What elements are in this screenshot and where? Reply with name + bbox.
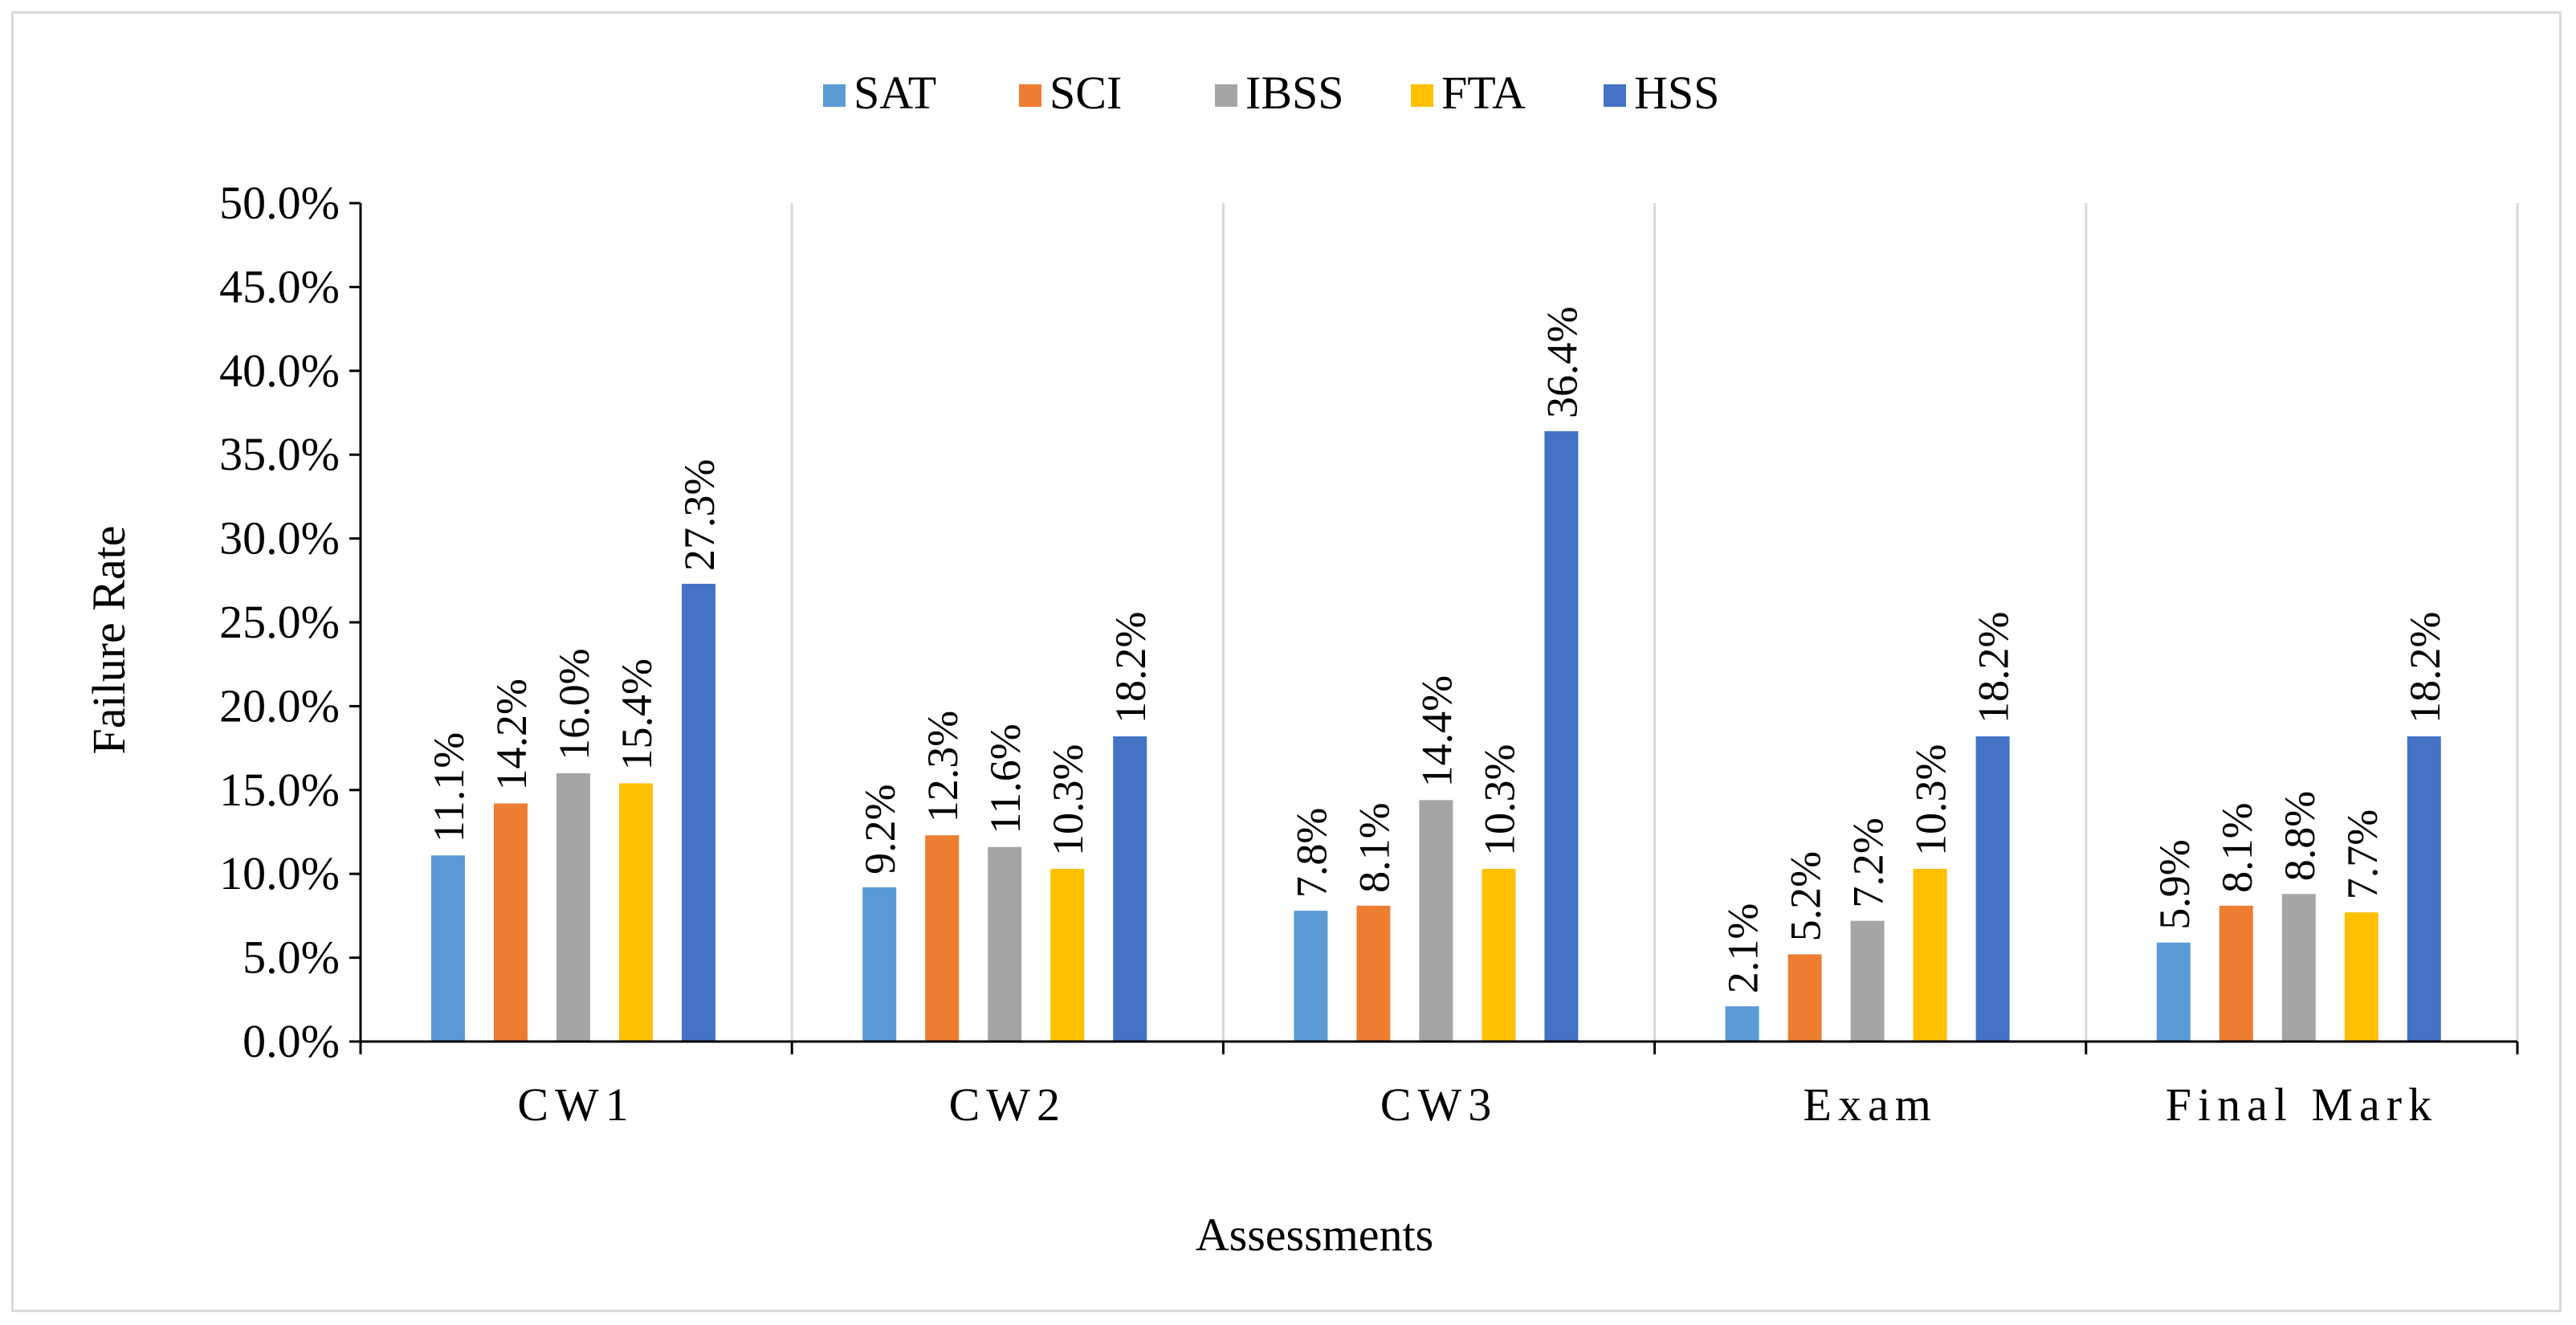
- bar-ibss-cw1: [556, 773, 590, 1042]
- legend-label-fta: FTA: [1441, 67, 1526, 119]
- bar-sci-exam: [1787, 954, 1822, 1042]
- bar-ibss-final-mark: [2281, 894, 2316, 1042]
- bar-fta-exam: [1913, 868, 1947, 1042]
- data-label: 10.3%: [1044, 744, 1092, 855]
- y-axis-title: Failure Rate: [83, 525, 135, 754]
- data-label: 16.0%: [550, 648, 598, 760]
- x-category-label: Exam: [1804, 1078, 1938, 1131]
- data-label: 14.4%: [1412, 675, 1461, 787]
- bar-sat-exam: [1725, 1006, 1759, 1042]
- data-label: 18.2%: [2401, 611, 2449, 723]
- x-category-label: Final Mark: [2166, 1078, 2438, 1131]
- data-label: 2.1%: [1719, 903, 1767, 993]
- bar-hss-exam: [1975, 736, 2010, 1042]
- x-category-label: CW2: [949, 1078, 1066, 1131]
- bar-hss-cw2: [1113, 736, 1147, 1042]
- legend-label-sat: SAT: [854, 67, 936, 119]
- data-label: 10.3%: [1475, 744, 1523, 855]
- data-label: 8.1%: [2213, 802, 2261, 892]
- legend: SAT SCI IBSS FTA HSS: [823, 67, 1719, 119]
- y-tick-label: 10.0%: [219, 847, 340, 899]
- y-tick-label: 5.0%: [243, 932, 340, 984]
- data-label: 8.1%: [1350, 802, 1398, 892]
- y-tick-label: 20.0%: [219, 679, 340, 732]
- bar-ibss-cw3: [1419, 800, 1453, 1042]
- chart-frame: SAT SCI IBSS FTA HSS 0.0% 5.0% 10.0% 15.0% 20.0%…: [11, 11, 2562, 1312]
- x-category-label: CW3: [1380, 1078, 1498, 1131]
- data-label: 9.2%: [856, 784, 904, 874]
- legend-swatch-sci: [1019, 84, 1041, 107]
- data-label: 7.8%: [1287, 808, 1335, 898]
- data-label: 14.2%: [487, 679, 536, 790]
- data-label: 18.2%: [1107, 611, 1155, 723]
- data-label: 5.9%: [2150, 839, 2199, 929]
- legend-label-ibss: IBSS: [1245, 67, 1344, 119]
- legend-swatch-hss: [1604, 84, 1626, 107]
- data-label: 27.3%: [675, 459, 723, 570]
- bar-fta-cw3: [1482, 868, 1516, 1042]
- data-label: 12.3%: [919, 711, 967, 822]
- data-label: 11.6%: [981, 724, 1029, 834]
- bar-sci-final-mark: [2219, 905, 2253, 1042]
- bar-ibss-exam: [1850, 920, 1885, 1042]
- y-tick-label: 45.0%: [219, 260, 340, 312]
- legend-label-hss: HSS: [1634, 67, 1719, 119]
- y-tick-label: 35.0%: [219, 428, 340, 480]
- x-axis: CW1 CW2 CW3 Exam Final Mark: [359, 1040, 2519, 1131]
- y-tick-label: 30.0%: [219, 512, 340, 565]
- bar-hss-final-mark: [2407, 736, 2441, 1042]
- bar-sat-cw3: [1294, 911, 1328, 1042]
- bars: 11.1% 9.2% 7.8% 2.1% 5.9% 14.2% 12.3% 8.1% 5.2% 8…: [425, 306, 2449, 1042]
- x-axis-title: Assessments: [1196, 1209, 1433, 1261]
- y-tick-label: 0.0%: [243, 1015, 340, 1067]
- category-gridlines: [790, 203, 2519, 1042]
- bar-fta-final-mark: [2344, 912, 2378, 1042]
- bar-hss-cw1: [682, 583, 715, 1042]
- bar-ibss-cw2: [988, 846, 1022, 1042]
- bar-hss-cw3: [1544, 430, 1579, 1042]
- data-label: 15.4%: [613, 658, 661, 770]
- y-tick-label: 25.0%: [219, 596, 340, 648]
- x-category-label: CW1: [517, 1078, 634, 1131]
- bar-sat-final-mark: [2156, 942, 2191, 1042]
- bar-sat-cw2: [862, 887, 897, 1042]
- data-label: 7.2%: [1844, 817, 1893, 907]
- data-label: 10.3%: [1907, 744, 1955, 855]
- legend-swatch-ibss: [1215, 84, 1237, 107]
- y-axis: 0.0% 5.0% 10.0% 15.0% 20.0% 25.0% 30.0% 35.0% 40…: [219, 177, 362, 1067]
- y-tick-label: 40.0%: [219, 344, 340, 397]
- bar-fta-cw1: [619, 783, 653, 1042]
- y-tick-label: 15.0%: [219, 764, 340, 816]
- legend-swatch-fta: [1411, 84, 1433, 107]
- data-label: 5.2%: [1782, 851, 1830, 941]
- data-label: 11.1%: [425, 732, 473, 842]
- y-tick-label: 50.0%: [219, 177, 340, 229]
- bar-sci-cw1: [494, 803, 528, 1042]
- bar-sci-cw2: [925, 835, 960, 1042]
- legend-label-sci: SCI: [1050, 67, 1122, 119]
- data-label: 36.4%: [1538, 306, 1586, 418]
- bar-sci-cw3: [1356, 905, 1391, 1042]
- data-label: 18.2%: [1970, 611, 2018, 723]
- legend-swatch-sat: [823, 84, 846, 107]
- bar-sat-cw1: [431, 855, 465, 1042]
- data-label: 8.8%: [2276, 791, 2324, 881]
- bar-fta-cw2: [1050, 868, 1085, 1042]
- bar-chart: SAT SCI IBSS FTA HSS 0.0% 5.0% 10.0% 15.0% 20.0%…: [83, 67, 2519, 1261]
- data-label: 7.7%: [2338, 809, 2386, 899]
